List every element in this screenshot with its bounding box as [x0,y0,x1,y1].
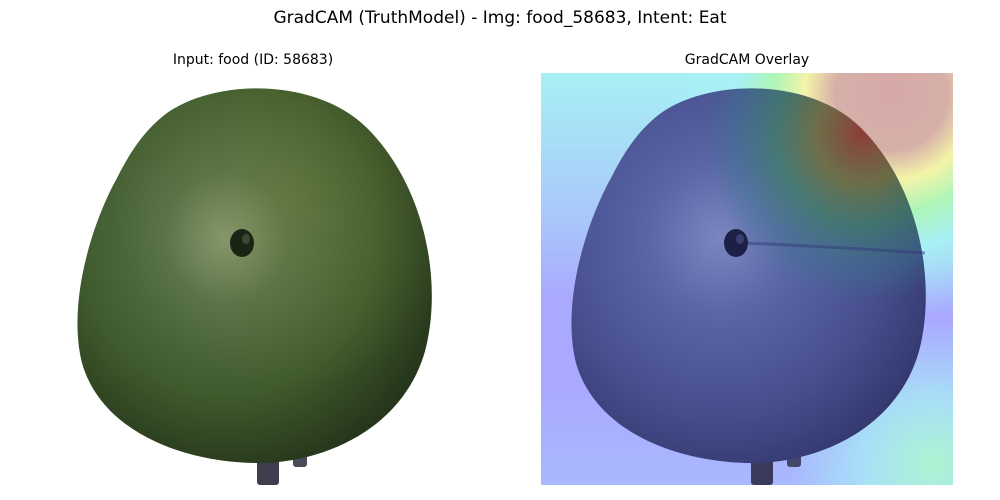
gradcam-overlay [541,73,953,485]
blossom-end-spot [230,229,254,257]
gradcam-overlay-title: GradCAM Overlay [684,52,810,68]
input-image-title: Input: food (ID: 58683) [172,52,334,68]
gradcam-overlay-image [541,73,953,485]
fruit-photo [47,73,459,485]
blossom-end-spot-overlay [724,229,748,257]
input-image [47,73,459,485]
figure-title: GradCAM (TruthModel) - Img: food_58683, … [273,8,727,28]
